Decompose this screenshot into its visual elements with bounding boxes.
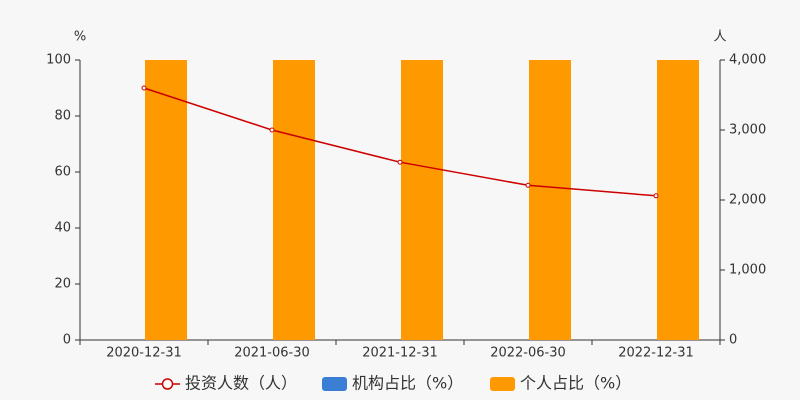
y-tick-label: 0 <box>63 333 71 348</box>
x-tick-label: 2021-06-30 <box>234 346 310 361</box>
y2-tick-label: 0 <box>729 333 737 348</box>
x-tick-label: 2022-12-31 <box>618 346 694 361</box>
y-tick-label: 100 <box>46 53 71 68</box>
bar <box>401 60 443 340</box>
legend-icon <box>490 377 515 391</box>
y-tick-label: 40 <box>54 221 71 236</box>
y-tick-label: 80 <box>54 109 71 124</box>
point <box>525 182 531 188</box>
y2-tick-label: 2,000 <box>729 193 766 208</box>
legend-label: 投资人数（人） <box>185 374 297 393</box>
y-tick-label: 20 <box>54 277 71 292</box>
legend-label: 机构占比（%） <box>352 374 463 393</box>
x-tick-label: 2020-12-31 <box>106 346 182 361</box>
bar <box>529 60 571 340</box>
bar <box>273 60 315 340</box>
x-tick-label: 2022-06-30 <box>490 346 566 361</box>
point <box>653 193 659 199</box>
bar <box>145 60 187 340</box>
y-axis-label: % <box>74 30 86 45</box>
x-tick-label: 2021-12-31 <box>362 346 438 361</box>
point <box>269 127 275 133</box>
bar <box>657 60 699 340</box>
line <box>143 87 657 197</box>
legend-icon <box>322 377 347 391</box>
y2-tick-label: 1,000 <box>729 263 766 278</box>
point <box>397 159 403 165</box>
y2-tick-label: 3,000 <box>729 123 766 138</box>
y2-tick-label: 4,000 <box>729 53 766 68</box>
y-tick-label: 60 <box>54 165 71 180</box>
point <box>141 85 147 91</box>
legend-label: 个人占比（%） <box>520 374 631 393</box>
legend-icon <box>161 378 174 390</box>
y2-axis-label: 人 <box>713 30 726 45</box>
